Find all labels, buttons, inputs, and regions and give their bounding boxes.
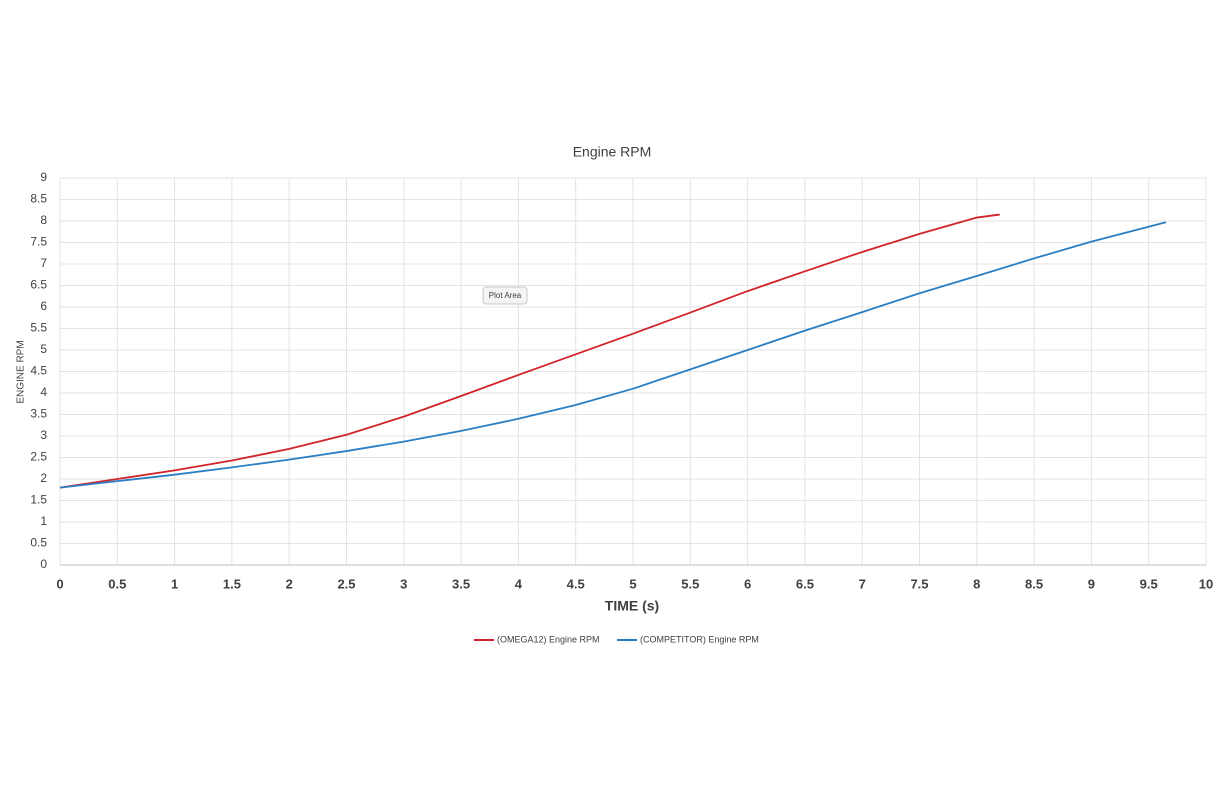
chart-title: Engine RPM	[573, 144, 652, 160]
x-tick-label: 0.5	[108, 576, 126, 591]
x-tick-label: 8	[973, 576, 980, 591]
tooltip-box	[482, 286, 528, 305]
x-tick-label: 4.5	[567, 576, 585, 591]
y-tick-label: 5.5	[30, 321, 47, 335]
y-tick-label: 7	[40, 256, 47, 270]
x-tick-label: 8.5	[1025, 576, 1043, 591]
y-tick-label: 3.5	[30, 407, 47, 421]
y-tick-label: 3	[40, 428, 47, 442]
legend-label: (OMEGA12) Engine RPM	[497, 634, 600, 644]
x-tick-label: 3.5	[452, 576, 470, 591]
y-tick-label: 0.5	[30, 536, 47, 550]
y-tick-label: 2.5	[30, 450, 47, 464]
y-axis-label: ENGINE RPM	[16, 340, 27, 403]
x-tick-label: 0	[56, 576, 63, 591]
y-tick-label: 6	[40, 299, 47, 313]
x-tick-label: 1	[171, 576, 178, 591]
y-tick-label: 9	[40, 170, 47, 184]
series-line	[59, 213, 1000, 489]
x-axis-label: TIME (s)	[605, 598, 659, 614]
legend-label: (COMPETITOR) Engine RPM	[640, 634, 759, 644]
tooltip: Plot Area	[489, 291, 522, 300]
y-tick-label: 8.5	[30, 192, 47, 206]
plot-area	[59, 177, 1207, 566]
x-tick-label: 7.5	[910, 576, 928, 591]
x-tick-label: 3	[400, 576, 407, 591]
x-tick-label: 1.5	[223, 576, 241, 591]
x-tick-label: 6.5	[796, 576, 814, 591]
x-tick-label: 2	[286, 576, 293, 591]
y-tick-label: 4.5	[30, 364, 47, 378]
x-tick-label: 10	[1199, 576, 1213, 591]
y-tick-label: 1.5	[30, 493, 47, 507]
series-line	[59, 221, 1167, 489]
x-tick-label: 5.5	[681, 576, 699, 591]
x-tick-label: 7	[859, 576, 866, 591]
y-tick-label: 2	[40, 471, 47, 485]
x-tick-label: 5	[629, 576, 636, 591]
x-tick-label: 9.5	[1140, 576, 1158, 591]
y-tick-label: 0	[40, 557, 47, 571]
x-tick-label: 6	[744, 576, 751, 591]
y-tick-label: 1	[40, 514, 47, 528]
y-tick-label: 8	[40, 213, 47, 227]
y-tick-label: 7.5	[30, 235, 47, 249]
x-tick-label: 9	[1088, 576, 1095, 591]
y-tick-label: 5	[40, 342, 47, 356]
x-tick-label: 4	[515, 576, 523, 591]
y-tick-label: 6.5	[30, 278, 47, 292]
y-tick-label: 4	[40, 385, 47, 399]
x-tick-label: 2.5	[337, 576, 355, 591]
